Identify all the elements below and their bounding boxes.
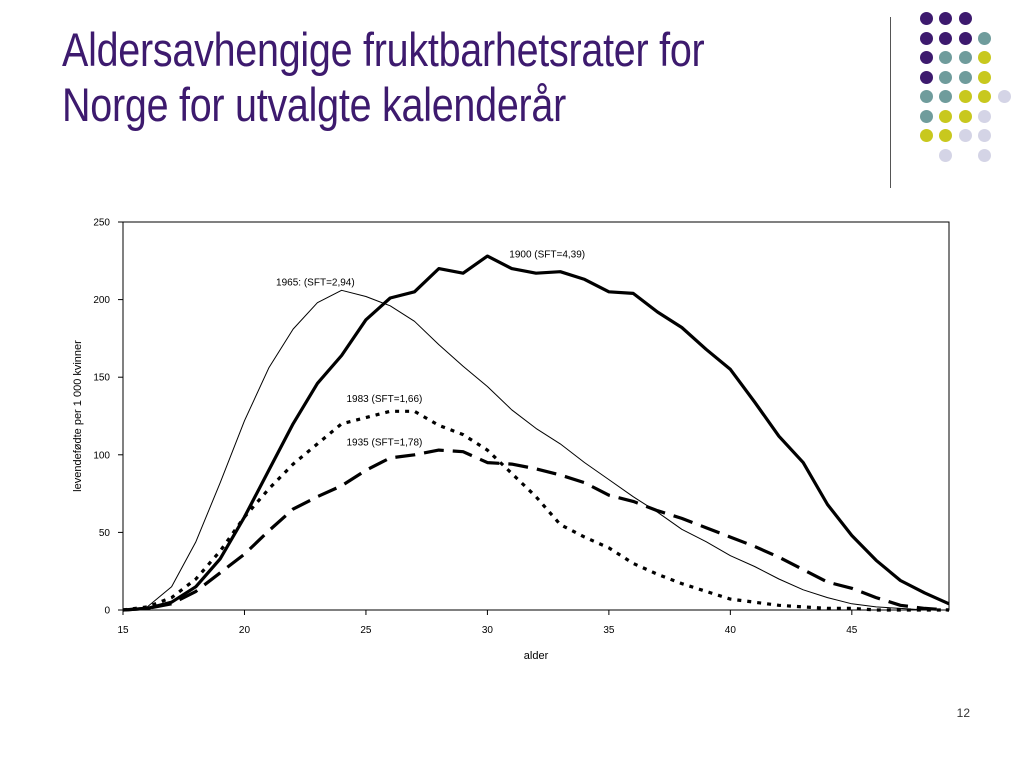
title-line-1: Aldersavhengige fruktbarhetsrater for bbox=[62, 23, 705, 76]
decorative-dot bbox=[939, 51, 952, 64]
x-tick-label: 30 bbox=[482, 625, 494, 636]
decorative-dot bbox=[978, 90, 991, 103]
decorative-dot bbox=[978, 129, 991, 142]
decorative-dot bbox=[919, 51, 933, 64]
slide-title: Aldersavhengige fruktbarhetsrater for No… bbox=[62, 22, 734, 132]
decorative-dot bbox=[939, 129, 952, 142]
decorative-dot bbox=[978, 148, 991, 162]
y-tick-label: 250 bbox=[93, 218, 110, 229]
decorative-dot bbox=[958, 109, 972, 123]
x-axis: 15 20 25 30 35 40 45 bbox=[117, 610, 858, 636]
y-tick-label: 0 bbox=[104, 606, 110, 617]
title-line-2: Norge for utvalgte kalenderår bbox=[62, 78, 567, 131]
x-axis-label: alder bbox=[524, 650, 549, 662]
decorative-dot bbox=[939, 31, 952, 45]
decorative-dot bbox=[919, 31, 933, 45]
series-line-0 bbox=[122, 254, 950, 612]
decorative-dot bbox=[919, 90, 933, 103]
y-tick-label: 150 bbox=[93, 373, 110, 384]
decorative-dot bbox=[939, 12, 952, 25]
series-line-3 bbox=[122, 448, 950, 612]
decorative-dot bbox=[958, 70, 972, 84]
decorative-dot bbox=[939, 90, 952, 103]
decorative-dot bbox=[978, 51, 991, 64]
decorative-dot bbox=[958, 90, 972, 103]
page-number: 12 bbox=[956, 706, 970, 720]
y-tick-label: 100 bbox=[93, 450, 110, 461]
decorative-dot bbox=[997, 90, 1011, 103]
x-tick-label: 15 bbox=[117, 625, 129, 636]
x-tick-label: 20 bbox=[239, 625, 251, 636]
series-lines bbox=[122, 254, 950, 612]
decorative-dot bbox=[919, 70, 933, 84]
decorative-dot bbox=[939, 109, 952, 123]
decorative-dot bbox=[958, 51, 972, 64]
series-annotation: 1983 (SFT=1,66) bbox=[347, 394, 423, 405]
decorative-dot bbox=[919, 109, 933, 123]
decorative-dot bbox=[978, 31, 991, 45]
decorative-dot bbox=[978, 109, 991, 123]
series-annotations: 1900 (SFT=4,39) 1965: (SFT=2,94) 1983 (SFT… bbox=[276, 250, 585, 449]
series-annotation: 1935 (SFT=1,78) bbox=[347, 437, 423, 448]
y-tick-label: 200 bbox=[93, 295, 110, 306]
decorative-dot bbox=[958, 12, 972, 25]
decorative-divider bbox=[890, 17, 891, 188]
decorative-dot bbox=[978, 70, 991, 84]
decorative-dot bbox=[939, 70, 952, 84]
x-tick-label: 25 bbox=[360, 625, 372, 636]
decorative-dot bbox=[958, 129, 972, 142]
y-axis: 0 50 100 150 200 250 bbox=[93, 218, 123, 617]
series-annotation: 1965: (SFT=2,94) bbox=[276, 278, 355, 289]
series-line-1 bbox=[122, 289, 949, 611]
y-tick-label: 50 bbox=[99, 528, 111, 539]
decorative-dot bbox=[958, 31, 972, 45]
series-annotation: 1900 (SFT=4,39) bbox=[509, 250, 585, 261]
x-tick-label: 45 bbox=[846, 625, 858, 636]
x-tick-label: 35 bbox=[603, 625, 615, 636]
decorative-dot bbox=[919, 129, 933, 142]
plot-area-frame bbox=[122, 221, 950, 611]
decorative-dot bbox=[919, 12, 933, 25]
x-tick-label: 40 bbox=[725, 625, 737, 636]
decorative-dot-grid bbox=[900, 12, 1011, 172]
y-axis-label: levendefødte per 1 000 kvinner bbox=[72, 340, 84, 492]
decorative-dot bbox=[939, 148, 952, 162]
